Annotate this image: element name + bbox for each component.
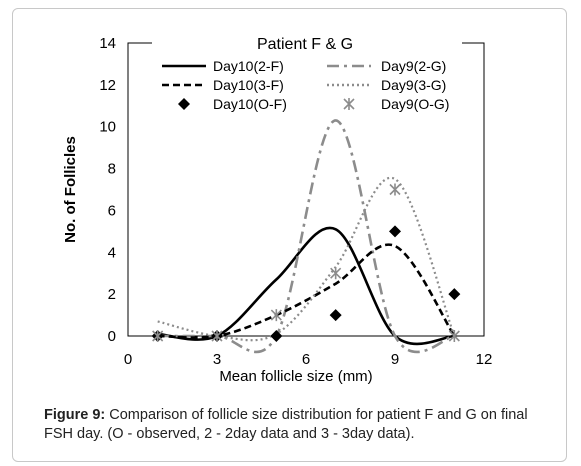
y-tick-label: 12: [99, 77, 116, 94]
series-day9-o-g-: [152, 183, 460, 342]
data-point: [389, 225, 401, 238]
data-point: [270, 309, 282, 322]
y-axis-label: No. of Follicles: [62, 136, 79, 243]
data-point: [152, 330, 164, 342]
x-tick-label: 3: [213, 351, 221, 368]
figure-caption: Figure 9: Comparison of follicle size di…: [44, 406, 554, 444]
y-tick-label: 10: [99, 119, 116, 136]
y-tick-label: 2: [108, 286, 116, 303]
data-point: [448, 330, 460, 342]
series-line: [157, 176, 456, 342]
legend-label: Day9(O-G): [381, 96, 449, 112]
legend-label: Day10(3-F): [213, 77, 284, 93]
data-point: [270, 330, 283, 342]
chart: 0 3 6 9 12 0 2 4 6 8 10 12 14 Mean follicle size (mm)…: [62, 34, 493, 385]
data-point: [389, 183, 401, 196]
x-tick-label: 6: [302, 351, 310, 368]
legend-label: Day10(O-F): [213, 96, 287, 112]
series-day9-2-g-: [157, 119, 455, 354]
data-point: [448, 288, 461, 301]
chart-title: Patient F & G: [257, 36, 353, 53]
y-tick-label: 0: [108, 328, 116, 345]
legend-item: Day10(3-F): [162, 77, 284, 93]
legend-item: Day10(O-F): [178, 96, 287, 112]
series-day10-2-f-: [157, 226, 455, 346]
legend-label: Day10(2-F): [213, 58, 284, 74]
legend-label: Day9(2-G): [381, 58, 446, 74]
data-point: [211, 330, 223, 342]
series-line: [157, 119, 455, 354]
legend-item: Day10(2-F): [162, 58, 284, 74]
legend-swatch: [178, 98, 190, 110]
x-tick-label: 0: [124, 351, 132, 368]
y-tick-label: 6: [108, 202, 116, 219]
caption-label: Figure 9:: [44, 407, 106, 423]
y-tick-label: 8: [108, 161, 116, 178]
data-point: [330, 267, 342, 280]
legend-background: [152, 34, 462, 116]
y-tick-label: 14: [99, 35, 116, 52]
caption-text: Comparison of follicle size distribution…: [44, 407, 528, 442]
series-day9-3-g-: [157, 176, 456, 342]
data-point: [329, 309, 342, 322]
legend-item: Day9(O-G): [343, 96, 449, 112]
legend: Patient F & G Day10(2-F) Day9(2-G) Day10(3-…: [152, 34, 462, 116]
series-line: [157, 243, 456, 339]
legend-swatch: [343, 98, 355, 110]
x-tick-label: 9: [391, 351, 399, 368]
legend-item: Day9(2-G): [327, 58, 446, 74]
series-day10-3-f-: [157, 243, 456, 339]
legend-label: Day9(3-G): [381, 77, 446, 93]
y-tick-label: 4: [108, 244, 116, 261]
x-axis-label: Mean follicle size (mm): [219, 368, 372, 385]
x-tick-label: 12: [476, 351, 493, 368]
legend-item: Day9(3-G): [327, 77, 446, 93]
series-line: [157, 226, 455, 346]
